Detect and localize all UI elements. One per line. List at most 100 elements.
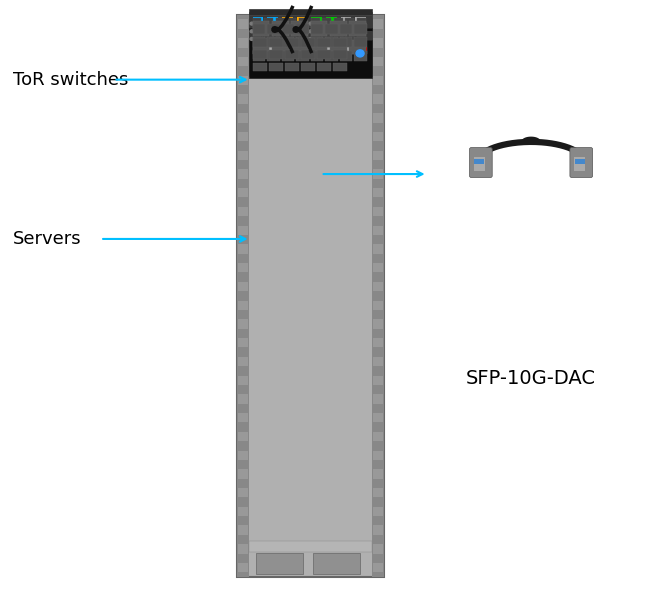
- Bar: [291, 21, 308, 36]
- Circle shape: [362, 30, 365, 32]
- Bar: [253, 21, 269, 36]
- Bar: [291, 40, 308, 54]
- Bar: [334, 34, 343, 47]
- Bar: [256, 553, 303, 574]
- Bar: [253, 38, 267, 47]
- Bar: [253, 37, 265, 47]
- Circle shape: [282, 38, 285, 41]
- Bar: [238, 563, 248, 572]
- Bar: [301, 50, 315, 59]
- Circle shape: [319, 38, 323, 41]
- Bar: [344, 47, 351, 54]
- Bar: [277, 47, 285, 54]
- Bar: [349, 21, 366, 36]
- Bar: [339, 24, 352, 34]
- Bar: [249, 15, 372, 59]
- Bar: [286, 47, 293, 54]
- Bar: [311, 37, 323, 47]
- Bar: [373, 413, 383, 422]
- Circle shape: [341, 22, 345, 25]
- Bar: [261, 47, 268, 54]
- Bar: [354, 37, 367, 47]
- Bar: [249, 18, 372, 62]
- Bar: [238, 451, 248, 460]
- Circle shape: [319, 22, 323, 25]
- Circle shape: [309, 30, 312, 32]
- Circle shape: [255, 22, 259, 25]
- Bar: [334, 18, 343, 31]
- Bar: [253, 24, 265, 34]
- Bar: [373, 563, 383, 572]
- Bar: [238, 526, 248, 535]
- Text: Servers: Servers: [13, 230, 82, 248]
- Circle shape: [335, 22, 339, 25]
- Circle shape: [325, 38, 328, 41]
- Bar: [301, 63, 315, 71]
- Bar: [373, 507, 383, 516]
- Bar: [311, 24, 323, 34]
- Circle shape: [266, 38, 270, 41]
- Circle shape: [314, 22, 318, 25]
- Bar: [264, 34, 273, 47]
- Circle shape: [346, 22, 350, 25]
- Circle shape: [309, 38, 312, 41]
- Bar: [357, 18, 366, 31]
- Bar: [574, 159, 585, 164]
- Bar: [301, 38, 315, 47]
- Circle shape: [362, 38, 365, 41]
- Bar: [322, 34, 331, 47]
- Bar: [303, 47, 309, 54]
- Bar: [238, 507, 248, 516]
- Bar: [373, 263, 383, 273]
- Circle shape: [346, 30, 350, 32]
- Bar: [269, 47, 276, 54]
- Bar: [238, 282, 248, 291]
- Circle shape: [261, 38, 264, 41]
- FancyBboxPatch shape: [570, 148, 593, 178]
- Bar: [326, 17, 337, 22]
- Circle shape: [298, 30, 301, 32]
- Bar: [296, 37, 309, 47]
- Bar: [285, 63, 299, 71]
- Bar: [238, 300, 248, 310]
- Bar: [330, 40, 347, 54]
- Bar: [373, 376, 383, 385]
- Bar: [296, 51, 309, 61]
- Bar: [373, 526, 383, 535]
- Circle shape: [255, 30, 259, 32]
- Bar: [238, 357, 248, 366]
- Bar: [267, 51, 279, 61]
- Bar: [373, 488, 383, 497]
- Bar: [267, 17, 278, 22]
- Bar: [264, 18, 273, 31]
- Circle shape: [287, 22, 291, 25]
- Bar: [238, 169, 248, 179]
- Circle shape: [357, 30, 360, 32]
- Bar: [345, 18, 355, 31]
- Bar: [317, 63, 331, 71]
- Bar: [272, 40, 289, 54]
- Bar: [373, 38, 383, 48]
- Circle shape: [250, 38, 254, 41]
- FancyBboxPatch shape: [474, 157, 485, 171]
- Bar: [267, 24, 279, 34]
- Bar: [282, 17, 293, 22]
- Bar: [297, 17, 307, 22]
- Bar: [327, 47, 334, 54]
- Bar: [345, 34, 355, 47]
- Bar: [238, 432, 248, 441]
- Bar: [238, 319, 248, 329]
- Bar: [282, 51, 294, 61]
- Bar: [361, 47, 367, 54]
- Circle shape: [303, 38, 307, 41]
- Circle shape: [277, 30, 280, 32]
- Circle shape: [287, 38, 291, 41]
- Bar: [253, 51, 265, 61]
- Circle shape: [330, 38, 333, 41]
- Bar: [287, 34, 297, 47]
- Bar: [299, 34, 308, 47]
- Circle shape: [266, 30, 270, 32]
- Bar: [311, 18, 319, 31]
- Bar: [311, 51, 323, 61]
- Bar: [253, 40, 269, 54]
